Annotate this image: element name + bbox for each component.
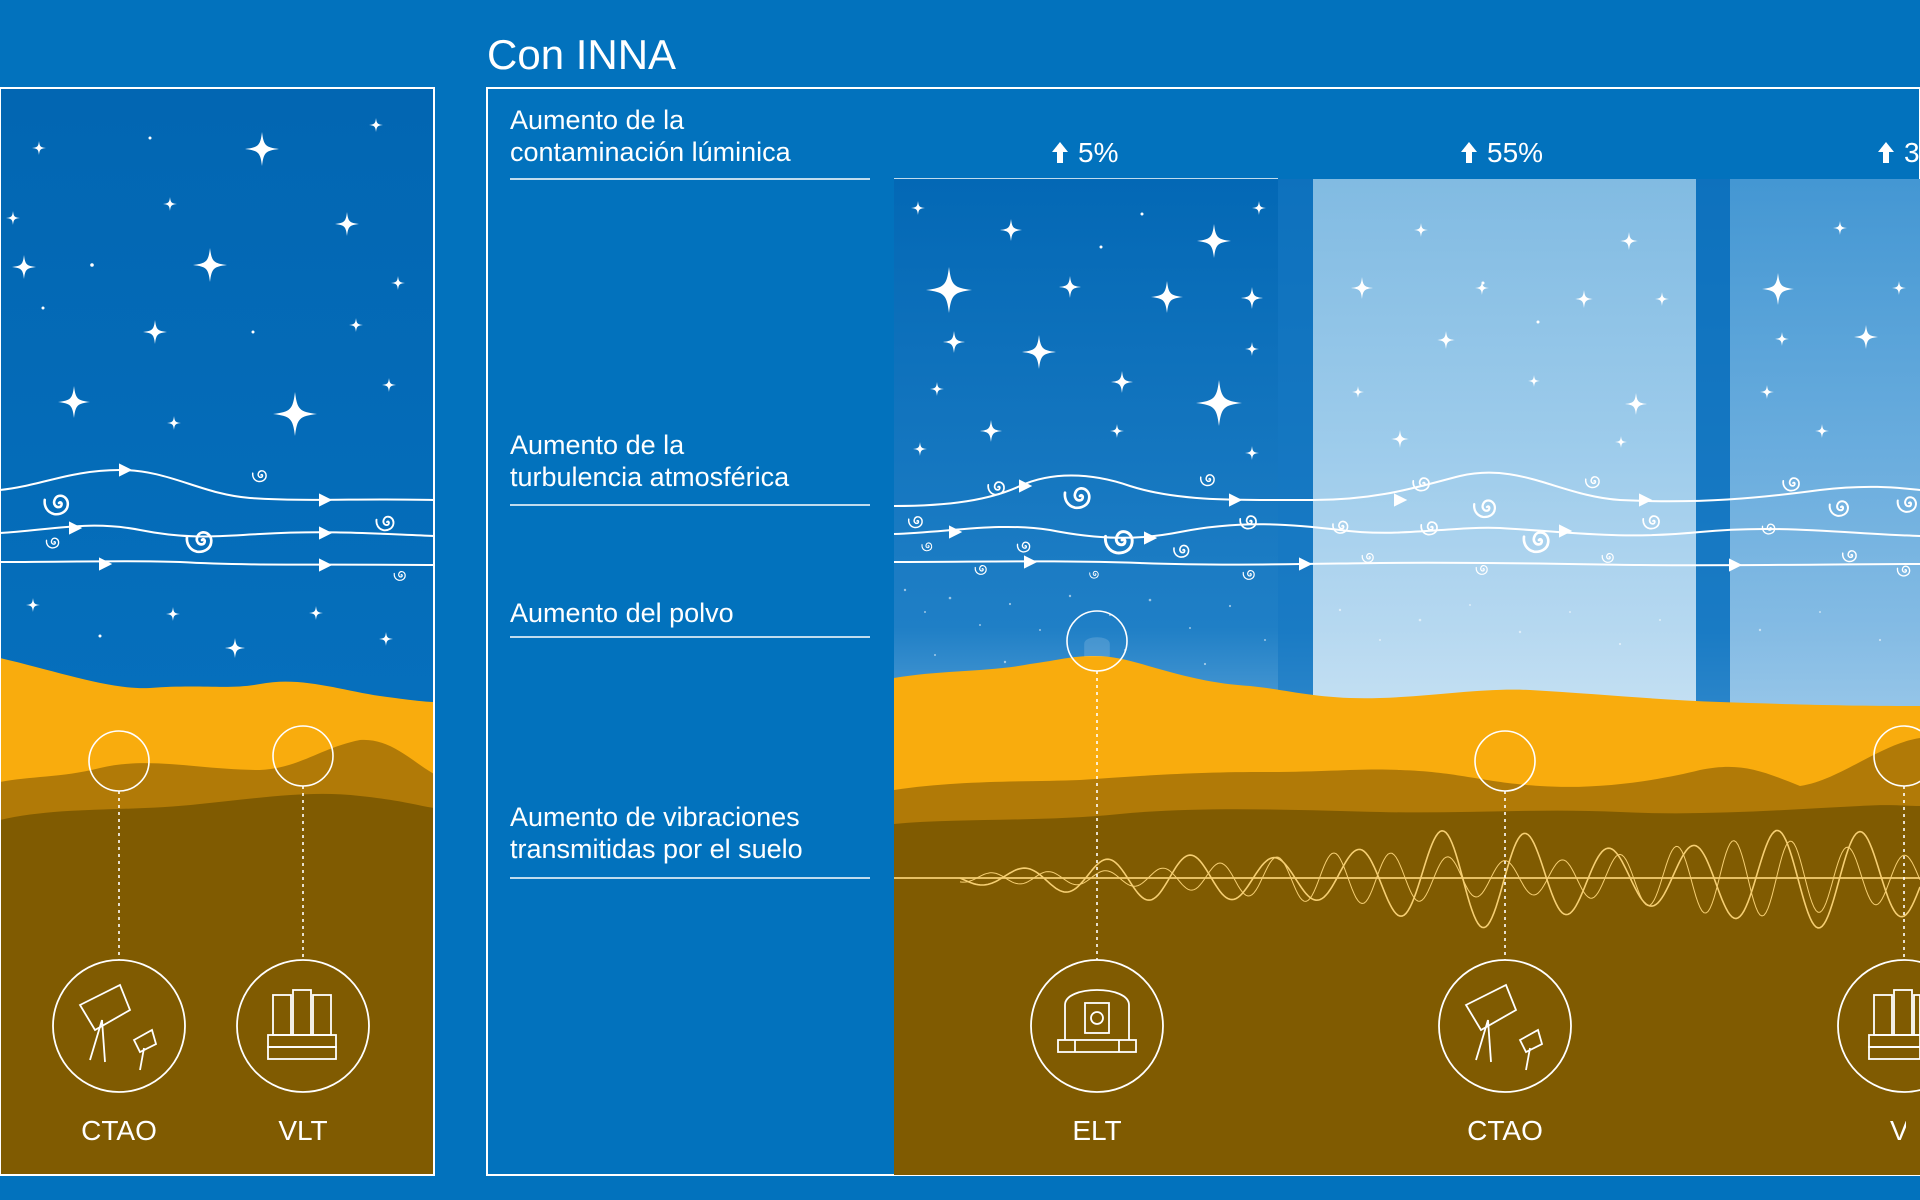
section-title: Con INNA [487,31,677,78]
right-panel [486,87,1920,1176]
right-ground [894,805,1920,1175]
increase-ctao: 55% [1461,137,1543,169]
row-label-turbulence: Aumento de la turbulencia atmosférica [510,429,870,493]
haze-column-vlt [1730,179,1920,714]
row-label-line1: Aumento de la [510,105,685,135]
row-label-line1: Aumento del polvo [510,598,734,628]
increase-vlt: 3 [1878,137,1920,169]
increase-value: 5% [1078,137,1119,168]
row-label-line1: Aumento de vibraciones [510,802,800,832]
left-facility-markers [88,725,334,960]
row-label-light-pollution: Aumento de la contaminación lúminica [510,104,870,168]
increase-elt: 5% [1052,137,1118,169]
row-label-dust: Aumento del polvo [510,597,870,629]
row-label-line2: turbulencia atmosférica [510,462,790,492]
left-vlt-icon [236,959,370,1093]
row-label-vibrations: Aumento de vibraciones transmitidas por … [510,801,870,865]
facility-label-elt: ELT [1072,1115,1122,1146]
facility-label-vlt: VL [1890,1115,1906,1146]
left-turbulence [0,463,435,572]
ctao-antenna-icon [1438,959,1572,1093]
facility-label-ctao: CTAO [1467,1115,1543,1146]
dust-particles [903,588,1882,666]
left-stars [6,118,405,658]
vibration-waves [894,829,1920,929]
vlt-building-icon [1837,959,1920,1093]
right-facility-markers [1066,610,1920,960]
elt-telescope-dome-icon [1030,959,1164,1093]
increase-value: 3 [1904,137,1920,168]
row-label-line2: transmitidas por el suelo [510,834,803,864]
row-label-line2: contaminación lúminica [510,137,791,167]
right-stars [911,201,1906,460]
row-label-line1: Aumento de la [510,430,685,460]
left-panel [0,87,435,1176]
facility-label-vlt-left: VLT [278,1115,328,1146]
left-ctao-icon [52,959,186,1093]
right-turbulence [893,471,1920,572]
haze-column-ctao [1313,179,1696,714]
left-ground [0,793,434,1175]
increase-value: 55% [1487,137,1544,168]
facility-label-ctao-left: CTAO [81,1115,157,1146]
